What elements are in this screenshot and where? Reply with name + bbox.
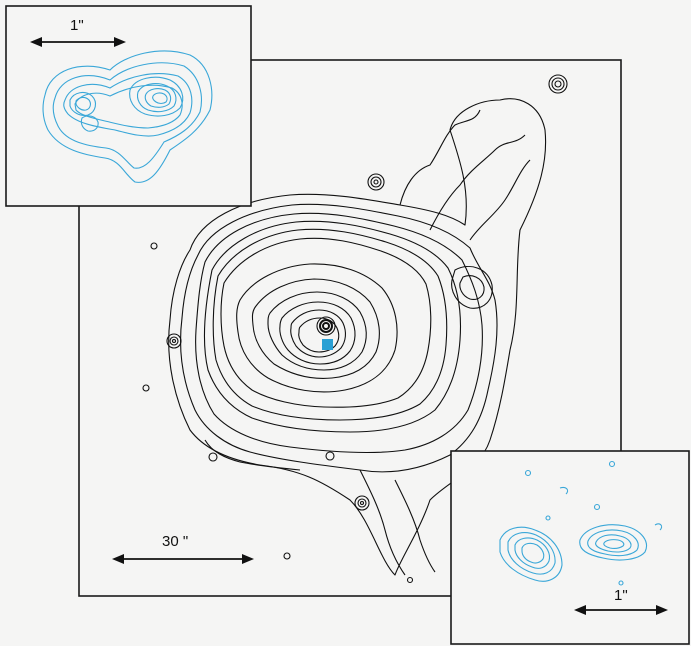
inset-bottom-right-frame xyxy=(450,450,690,645)
main-contour-map xyxy=(142,74,568,584)
compact-source-south xyxy=(354,495,370,511)
contour-shell-1 xyxy=(203,220,461,433)
contour-outer-1 xyxy=(168,98,547,576)
contour-north-plume-3 xyxy=(469,159,531,241)
compact-source-west xyxy=(166,333,182,349)
contour-east-blob-inner xyxy=(459,275,485,300)
inset-bottom-right: 1" xyxy=(450,450,690,645)
inset-top-left-contours xyxy=(42,50,213,183)
contour-east-blob xyxy=(451,266,493,309)
main-scale-label: 30 " xyxy=(162,533,188,550)
contour-outer-3 xyxy=(195,212,483,454)
nucleus-contour-3 xyxy=(322,322,330,330)
compact-source-small-3 xyxy=(283,552,291,560)
compact-source-small-6 xyxy=(406,576,414,584)
nucleus-contour-1 xyxy=(316,316,336,336)
contour-inner-3 xyxy=(267,291,367,371)
main-panel-frame xyxy=(78,59,622,597)
contour-north-plume-2 xyxy=(429,134,526,231)
inset-bottom-right-scale-label: 1" xyxy=(614,587,628,604)
contour-inner-5 xyxy=(290,309,346,358)
contour-south-left-1 xyxy=(204,439,301,471)
contour-shell-3 xyxy=(220,237,432,408)
compact-source-ne xyxy=(548,74,568,94)
compact-source-small-5 xyxy=(325,451,335,461)
inset-top-left-frame xyxy=(5,5,252,207)
contour-north-plume-1 xyxy=(399,109,481,206)
compact-source-small-2 xyxy=(142,384,150,392)
main-panel: 30 " xyxy=(78,59,622,597)
contour-shell-2 xyxy=(212,228,448,421)
contour-inner-4 xyxy=(279,301,356,365)
center-marker xyxy=(322,339,333,350)
compact-source-small-1 xyxy=(150,242,158,250)
compact-source-small-4 xyxy=(208,452,218,462)
nucleus-contour-2 xyxy=(319,319,333,333)
contour-inner-2 xyxy=(251,278,380,379)
contour-south-plume-1 xyxy=(359,469,406,576)
contour-south-plume-2 xyxy=(394,479,436,573)
inset-top-left-scale-bar xyxy=(30,37,126,47)
compact-source-north xyxy=(367,173,385,191)
contour-outer-2 xyxy=(180,203,498,473)
main-scale-bar xyxy=(112,554,254,564)
inset-bottom-right-scale-bar xyxy=(574,605,668,615)
inset-top-left: 1" xyxy=(5,5,252,207)
inset-top-left-scale-label: 1" xyxy=(70,17,84,34)
inset-bottom-right-contours xyxy=(499,460,663,586)
contour-inner-1 xyxy=(236,263,398,393)
